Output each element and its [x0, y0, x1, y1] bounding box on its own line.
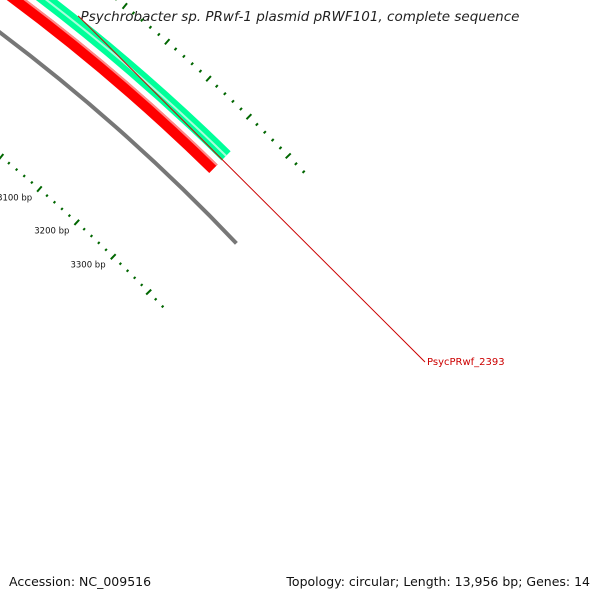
gene-label[interactable]: PsycPRwf_2393 [427, 357, 505, 368]
ruler-tick [154, 297, 158, 301]
ruler-tick [97, 241, 101, 245]
outer-ruler-tick [255, 122, 259, 127]
outer-ruler-tick [270, 138, 275, 142]
outer-ruler-tick [164, 38, 171, 46]
outer-ruler-tick [285, 152, 292, 160]
outer-ruler [115, 0, 306, 174]
outer-ruler-tick [214, 84, 219, 88]
ruler-tick [22, 174, 26, 178]
backbone-arc [0, 30, 238, 245]
outer-ruler-tick [278, 146, 283, 150]
accession-text: Accession: NC_009516 [9, 574, 152, 589]
ruler-tick [0, 153, 5, 160]
ruler-tick [82, 227, 86, 231]
ruler-tick [36, 185, 43, 193]
gene-highlight [23, 0, 218, 166]
outer-ruler-tick [223, 91, 227, 96]
ruler-tick [125, 269, 130, 273]
outer-ruler-tick [190, 61, 194, 66]
ruler-tick [104, 248, 108, 252]
outer-ruler-tick [245, 113, 253, 120]
outer-ruler-tick [239, 107, 243, 111]
ruler-label: 3200 bp [34, 227, 69, 237]
outer-ruler-tick [231, 99, 235, 104]
ruler-tick [52, 200, 57, 204]
outer-ruler-tick [301, 170, 306, 174]
ruler-tick [7, 161, 11, 165]
outer-ruler-tick [198, 69, 203, 73]
ruler-tick [30, 180, 34, 185]
outer-ruler-tick [205, 75, 212, 82]
map-title: Psychrobacter sp. PRwf-1 plasmid pRWF101… [80, 9, 520, 25]
ruler-label: 3300 bp [70, 261, 105, 271]
feature-track [0, 0, 231, 174]
feature-labels: PsycPRwf_2393 [77, 15, 505, 368]
ruler-tick [140, 283, 144, 287]
gene-arc[interactable] [0, 0, 218, 174]
gene-label-leader [77, 15, 426, 363]
backbone-line [0, 30, 238, 245]
ruler-tick [110, 253, 117, 260]
outer-ruler-tick [157, 32, 161, 37]
ruler-tick [45, 194, 49, 198]
ruler-tick [145, 288, 152, 296]
outer-ruler-tick [148, 25, 153, 30]
ruler-tick [133, 276, 137, 280]
ruler-tick [89, 234, 94, 238]
ruler-label: 3100 bp [0, 193, 32, 203]
cds-highlight [44, 0, 227, 157]
outer-ruler-tick [131, 11, 136, 15]
topology-stats: Topology: circular; Length: 13,956 bp; G… [286, 574, 590, 589]
outer-ruler-tick [140, 18, 144, 22]
ruler-tick [73, 219, 80, 226]
outer-ruler-tick [173, 47, 178, 51]
ruler-tick [161, 304, 165, 309]
outer-ruler-tick [294, 162, 298, 166]
ruler-tick [118, 262, 122, 266]
ruler-tick [67, 214, 71, 218]
inner-ruler: 2200 bp2300 bp2400 bp2500 bp2600 bp2700 … [0, 153, 165, 309]
ruler-tick [60, 207, 64, 211]
outer-ruler-tick [182, 54, 186, 59]
ruler-tick [14, 167, 19, 172]
outer-ruler-tick [121, 2, 128, 10]
outer-ruler-tick [263, 130, 267, 135]
